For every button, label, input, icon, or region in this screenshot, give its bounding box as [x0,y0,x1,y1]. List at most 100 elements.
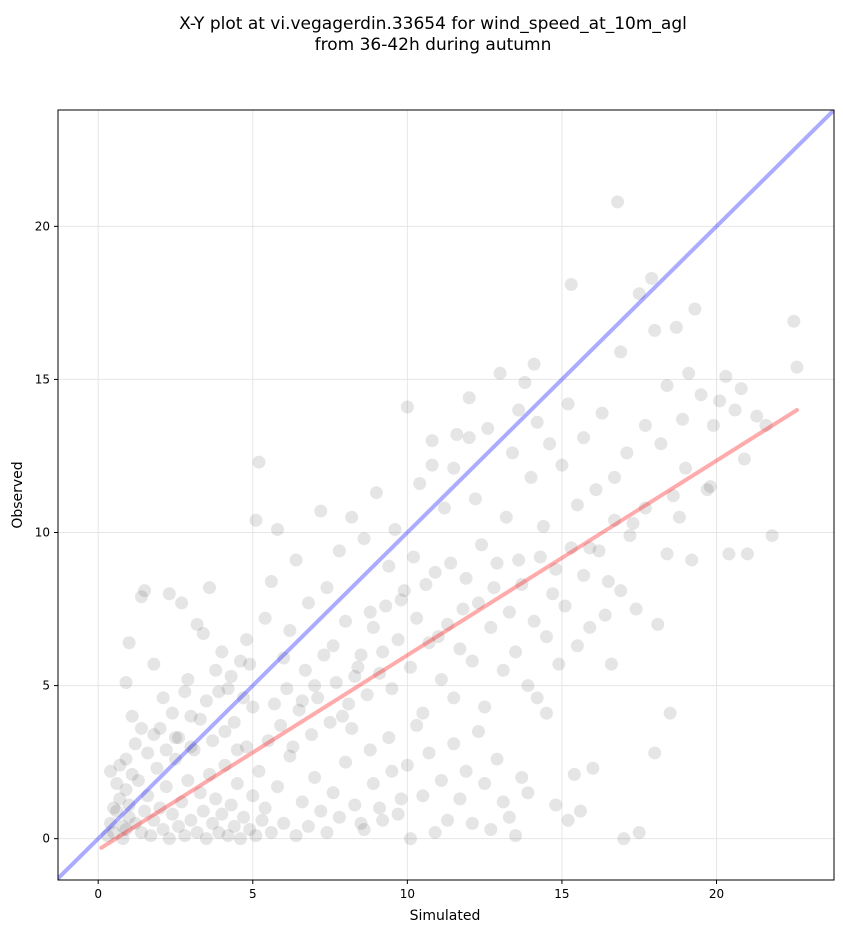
scatter-point [314,504,328,518]
scatter-point [614,584,628,598]
scatter-point [422,636,436,650]
scatter-point [394,593,408,607]
scatter-point [663,706,677,720]
scatter-point [193,712,207,726]
scatter-point [184,740,198,754]
y-tick-label: 20 [35,219,50,233]
scatter-point [138,804,152,818]
scatter-point [162,832,176,846]
scatter-point [243,822,257,836]
scatter-point [218,725,232,739]
scatter-point [669,320,683,334]
scatter-point [651,617,665,631]
scatter-point [360,688,374,702]
scatter-point [345,721,359,735]
scatter-point [320,581,334,595]
scatter-point [672,510,686,524]
scatter-point [502,605,516,619]
scatter-point [261,734,275,748]
scatter-point [478,700,492,714]
scatter-point [187,743,201,757]
scatter-point [536,519,550,533]
scatter-point [787,314,801,328]
scatter-point [428,826,442,840]
scatter-point [196,627,210,641]
scatter-point [233,654,247,668]
scatter-point [193,786,207,800]
scatter-point [267,697,281,711]
x-tick-label: 20 [709,887,724,901]
scatter-point [459,571,473,585]
scatter-point [496,795,510,809]
scatter-point [357,822,371,836]
scatter-point [277,651,291,665]
scatter-point [694,388,708,402]
scatter-point [441,617,455,631]
scatter-point [509,645,523,659]
scatter-point [122,810,136,824]
axis-ticks: 0 5 10 15 20 0 5 10 15 20 [35,219,724,901]
scatter-point [283,623,297,637]
scatter-point [335,709,349,723]
scatter-point [465,816,479,830]
scatter-point [295,795,309,809]
scatter-point [243,657,257,671]
scatter-point [289,829,303,843]
scatter-point [134,721,148,735]
scatter-point [623,529,637,543]
scatter-point [199,694,213,708]
scatter-point [688,302,702,316]
scatter-point [113,758,127,772]
scatter-point [159,780,173,794]
scatter-point [373,666,387,680]
scatter-point [172,819,186,833]
grid [58,110,834,880]
scatter-point [666,489,680,503]
scatter-point [107,801,121,815]
scatter-point [162,587,176,601]
scatter-point [620,446,634,460]
scatter-point [425,458,439,472]
scatter-point [131,773,145,787]
scatter-point [308,770,322,784]
y-tick-label: 5 [42,679,50,693]
scatter-point [209,663,223,677]
scatter-point [583,620,597,634]
scatter-point [345,510,359,524]
scatter-point [363,605,377,619]
scatter-point [468,492,482,506]
scatter-point [462,431,476,445]
scatter-point [212,826,226,840]
scatter-point [323,715,337,729]
scatter-point [790,360,804,374]
chart-subtitle: from 36-42h during autumn [315,35,552,55]
scatter-point [444,556,458,570]
scatter-point [339,614,353,628]
scatter-point [283,749,297,763]
scatter-point [190,617,204,631]
scatter-point [410,718,424,732]
scatter-point [475,538,489,552]
scatter-point [450,428,464,442]
scatter-point [249,829,263,843]
scatter-point [583,541,597,555]
scatter-point [549,798,563,812]
scatter-point [240,633,254,647]
scatter-point [110,777,124,791]
scatter-point [221,682,235,696]
scatter-point [567,767,581,781]
scatter-point [595,406,609,420]
scatter-point [555,458,569,472]
scatter-point [434,672,448,686]
scatter-point [156,822,170,836]
x-axis-label: Simulated [410,908,481,924]
scatter-point [462,391,476,405]
scatter-point [141,746,155,760]
scatter-point [168,752,182,766]
scatter-point [385,682,399,696]
x-tick-label: 5 [249,887,257,901]
scatter-point [410,611,424,625]
scatter-point [128,737,142,751]
scatter-point [168,731,182,745]
scatter-point [425,434,439,448]
